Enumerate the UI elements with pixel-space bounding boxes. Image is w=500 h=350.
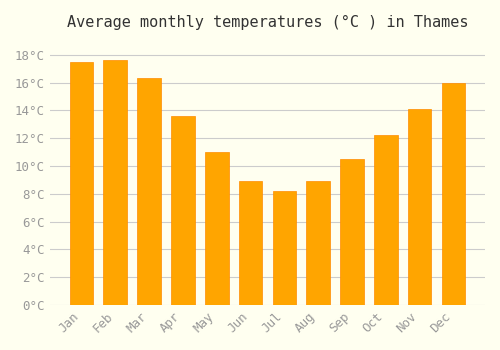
Bar (340, 159, 364, 305)
Title: Average monthly temperatures (°C ) in Thames: Average monthly temperatures (°C ) in Th… (66, 15, 468, 30)
Bar (374, 135, 398, 305)
Bar (205, 152, 229, 305)
Bar (238, 181, 262, 305)
Bar (442, 83, 465, 305)
Bar (171, 116, 194, 305)
Bar (408, 109, 432, 305)
Bar (306, 181, 330, 305)
Bar (138, 78, 161, 305)
Bar (272, 191, 296, 305)
Bar (104, 60, 127, 305)
Bar (70, 62, 94, 305)
